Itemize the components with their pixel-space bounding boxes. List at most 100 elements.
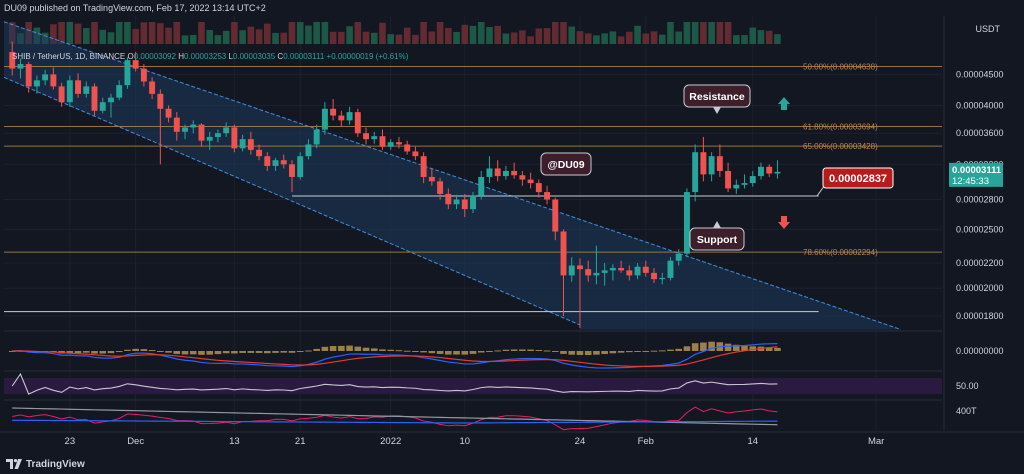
candle-body[interactable] bbox=[502, 170, 509, 177]
candle-body[interactable] bbox=[75, 80, 82, 94]
candle-body[interactable] bbox=[42, 74, 49, 81]
candle-body[interactable] bbox=[609, 267, 616, 271]
price-chart[interactable]: 50.00%(0.00004638) 61.80%(0.00003694) 65.0… bbox=[0, 16, 1024, 456]
candle-body[interactable] bbox=[470, 195, 476, 210]
candle-body[interactable] bbox=[132, 60, 139, 69]
last-price-tag[interactable] bbox=[949, 162, 1003, 187]
candle-body[interactable] bbox=[535, 183, 542, 193]
candle-body[interactable] bbox=[601, 270, 608, 273]
candle-body[interactable] bbox=[577, 265, 583, 270]
candle-body[interactable] bbox=[9, 51, 16, 69]
candle-body[interactable] bbox=[585, 269, 592, 276]
candle-body[interactable] bbox=[527, 179, 534, 184]
support-price-tag[interactable] bbox=[822, 167, 894, 189]
candle-body[interactable] bbox=[749, 176, 756, 184]
resistance-callout[interactable]: Resistance bbox=[683, 84, 751, 114]
candle-body[interactable] bbox=[99, 102, 106, 111]
candle-body[interactable] bbox=[511, 170, 518, 176]
candle-body[interactable] bbox=[280, 160, 287, 165]
candle-body[interactable] bbox=[264, 156, 271, 166]
candle-body[interactable] bbox=[774, 171, 781, 174]
candle-body[interactable] bbox=[659, 277, 666, 280]
candle-body[interactable] bbox=[165, 108, 172, 118]
candle-body[interactable] bbox=[544, 192, 551, 200]
candle-body[interactable] bbox=[692, 152, 699, 193]
candle-body[interactable] bbox=[206, 136, 213, 141]
candle-body[interactable] bbox=[387, 142, 394, 147]
candle-body[interactable] bbox=[412, 151, 419, 157]
candle-body[interactable] bbox=[428, 176, 435, 182]
candle-body[interactable] bbox=[420, 156, 427, 177]
candle-body[interactable] bbox=[453, 199, 460, 205]
candle-body[interactable] bbox=[239, 139, 246, 149]
candle-body[interactable] bbox=[330, 108, 337, 116]
candle-body[interactable] bbox=[247, 139, 254, 150]
candle-body[interactable] bbox=[25, 64, 32, 87]
candle-body[interactable] bbox=[626, 270, 633, 276]
candle-body[interactable] bbox=[725, 170, 732, 189]
candle-body[interactable] bbox=[50, 74, 57, 87]
candle-body[interactable] bbox=[289, 164, 295, 177]
candle-body[interactable] bbox=[313, 129, 320, 145]
candle-body[interactable] bbox=[461, 199, 468, 210]
candle-body[interactable] bbox=[667, 260, 674, 278]
candle-body[interactable] bbox=[321, 108, 328, 130]
channel-lower-line[interactable] bbox=[3, 76, 581, 326]
candle-body[interactable] bbox=[116, 85, 123, 98]
candle-body[interactable] bbox=[494, 168, 501, 177]
candle-body[interactable] bbox=[478, 176, 485, 196]
candle-body[interactable] bbox=[66, 80, 73, 103]
candle-body[interactable] bbox=[519, 175, 526, 180]
candle-body[interactable] bbox=[108, 97, 114, 103]
candle-body[interactable] bbox=[231, 127, 238, 149]
candle-body[interactable] bbox=[642, 266, 649, 273]
candle-body[interactable] bbox=[17, 64, 24, 69]
candle-body[interactable] bbox=[716, 156, 723, 171]
candle-body[interactable] bbox=[256, 149, 263, 157]
candle-body[interactable] bbox=[758, 166, 764, 177]
candle-body[interactable] bbox=[83, 86, 90, 94]
candle-body[interactable] bbox=[766, 166, 773, 174]
candle-body[interactable] bbox=[33, 80, 40, 87]
candle-body[interactable] bbox=[305, 144, 312, 157]
candle-body[interactable] bbox=[223, 127, 230, 134]
channel-upper-line[interactable] bbox=[3, 21, 902, 331]
candle-body[interactable] bbox=[683, 192, 690, 254]
candle-body[interactable] bbox=[346, 112, 353, 121]
candle-body[interactable] bbox=[700, 152, 707, 175]
candle-body[interactable] bbox=[140, 68, 147, 82]
candle-body[interactable] bbox=[338, 115, 345, 121]
candle-body[interactable] bbox=[363, 133, 369, 140]
candle-body[interactable] bbox=[560, 231, 567, 276]
candle-body[interactable] bbox=[445, 193, 452, 205]
candle-body[interactable] bbox=[190, 124, 197, 128]
watermark-callout[interactable]: @DU09 bbox=[540, 152, 592, 176]
candle-body[interactable] bbox=[404, 144, 411, 152]
candle-body[interactable] bbox=[173, 117, 180, 132]
candle-body[interactable] bbox=[58, 86, 65, 103]
candle-body[interactable] bbox=[634, 266, 641, 276]
candle-body[interactable] bbox=[733, 184, 740, 189]
candle-body[interactable] bbox=[182, 127, 188, 132]
candle-body[interactable] bbox=[354, 112, 361, 134]
candle-body[interactable] bbox=[124, 60, 131, 86]
candle-body[interactable] bbox=[395, 142, 402, 145]
candle-body[interactable] bbox=[618, 267, 625, 271]
candle-body[interactable] bbox=[371, 136, 378, 140]
candle-body[interactable] bbox=[486, 168, 493, 177]
candle-body[interactable] bbox=[675, 253, 682, 261]
candle-body[interactable] bbox=[297, 156, 304, 177]
chart-canvas[interactable]: 50.00%(0.00004638) 61.80%(0.00003694) 65.0… bbox=[0, 16, 1024, 456]
candle-body[interactable] bbox=[91, 86, 98, 111]
candle-body[interactable] bbox=[568, 265, 575, 276]
candle-body[interactable] bbox=[198, 124, 205, 141]
candle-body[interactable] bbox=[214, 133, 221, 137]
candle-body[interactable] bbox=[741, 183, 748, 185]
candle-body[interactable] bbox=[651, 272, 657, 280]
candle-body[interactable] bbox=[149, 81, 156, 94]
candle-body[interactable] bbox=[437, 181, 444, 194]
candle-body[interactable] bbox=[593, 272, 600, 276]
support-callout[interactable]: Support bbox=[689, 221, 745, 251]
candle-body[interactable] bbox=[708, 156, 715, 175]
candle-body[interactable] bbox=[379, 136, 386, 147]
